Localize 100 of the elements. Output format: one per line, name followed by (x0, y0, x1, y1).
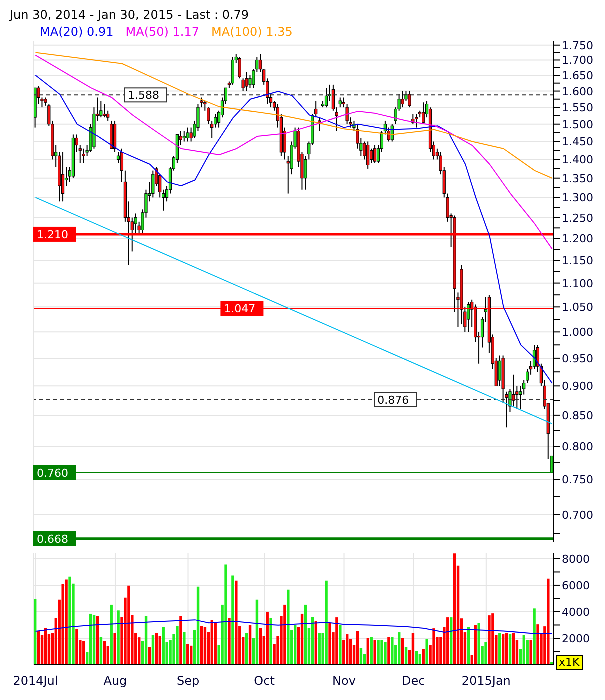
bar (284, 604, 286, 665)
ref-line-label: 0.760 (37, 466, 68, 480)
bar (100, 637, 103, 665)
y-tick-label: 1.100 (562, 277, 594, 290)
candlestick (415, 114, 418, 128)
bar (235, 580, 238, 665)
bar (34, 598, 37, 665)
candlestick (498, 355, 502, 387)
y-tick-label: 6000 (562, 579, 590, 592)
bar (266, 612, 269, 665)
y-tick-label: 1.350 (562, 172, 594, 186)
bar (374, 640, 376, 665)
candlestick (373, 144, 377, 164)
bar (82, 641, 86, 665)
x-tick-label: Nov (332, 674, 356, 688)
bar (366, 638, 370, 665)
bar (224, 564, 228, 665)
text: MA(100) (212, 25, 262, 39)
bar (304, 604, 308, 665)
y-tick-label: 1.250 (562, 212, 594, 225)
bar (128, 586, 130, 665)
bar (398, 632, 401, 665)
candlestick (100, 100, 103, 118)
bar (68, 576, 72, 665)
bar (270, 618, 272, 665)
bar (89, 614, 92, 665)
candlestick (231, 56, 234, 86)
bar (92, 615, 96, 665)
y-tick-label: 0.850 (562, 409, 594, 422)
bar (176, 626, 179, 665)
line-series (35, 52, 553, 179)
bar (346, 634, 349, 665)
candlestick (245, 72, 248, 92)
line-series (35, 54, 553, 250)
ref-line-label: 1.047 (224, 302, 256, 316)
bar (245, 633, 248, 665)
bar (384, 642, 387, 665)
text: MA(50) (126, 25, 169, 39)
bar (336, 618, 338, 665)
bar (248, 625, 252, 665)
bar (114, 633, 116, 665)
bar (547, 578, 550, 665)
bar (328, 624, 332, 665)
bar (311, 617, 314, 665)
bar (96, 616, 100, 665)
ref-line-label: 1.588 (128, 89, 160, 102)
y-tick-label: 0.950 (562, 352, 594, 366)
candlestick (408, 90, 412, 108)
bar (498, 633, 502, 665)
y-tick-label: 0.800 (562, 440, 594, 454)
x-tick-label: Oct (254, 674, 276, 688)
bar (204, 627, 207, 665)
candlestick (366, 141, 370, 170)
y-tick-label: 1.600 (562, 85, 594, 98)
y-tick-label: 1.500 (562, 118, 594, 132)
y-tick-label: 2000 (562, 632, 590, 646)
chart-title: Jun 30, 2014 - Jan 30, 2015 - Last : 0.79 (8, 8, 250, 23)
bar (196, 586, 200, 665)
bar (183, 632, 186, 665)
candlestick (338, 97, 342, 108)
bar (228, 618, 231, 665)
y-tick-label: 1.300 (562, 192, 594, 205)
bar (446, 618, 450, 665)
candlestick (182, 130, 186, 142)
candlestick (512, 374, 516, 407)
bar (103, 641, 106, 665)
bar (484, 642, 488, 665)
bar (325, 580, 328, 665)
candlestick (82, 148, 86, 164)
bar (492, 614, 494, 665)
y-tick-label: 1.400 (562, 154, 594, 167)
ref-line-label: 0.876 (378, 394, 410, 408)
bar (152, 635, 155, 665)
bar (65, 580, 68, 665)
bar (110, 604, 113, 665)
bar (214, 623, 217, 665)
bar (162, 627, 165, 665)
bar (186, 644, 190, 665)
y-tick-label: 1.050 (562, 301, 594, 314)
bar (533, 608, 536, 665)
ref-line-label: 1.210 (37, 228, 68, 242)
bar (117, 610, 120, 665)
bar (432, 628, 436, 665)
candlestick (422, 102, 426, 125)
bar (488, 616, 491, 665)
bar (200, 626, 204, 665)
bar (180, 616, 182, 665)
bar (148, 647, 152, 665)
bar (76, 629, 78, 665)
y-tick-label: 0.900 (562, 380, 594, 394)
bar (370, 637, 373, 665)
x-tick-label: Dec (402, 674, 426, 688)
bar (508, 634, 512, 665)
candlestick (467, 302, 470, 333)
y-tick-label: 4000 (562, 606, 590, 619)
bar (356, 631, 360, 665)
candlestick (318, 117, 322, 132)
candlestick (120, 148, 124, 183)
bar (318, 633, 321, 665)
candlestick (324, 88, 328, 108)
